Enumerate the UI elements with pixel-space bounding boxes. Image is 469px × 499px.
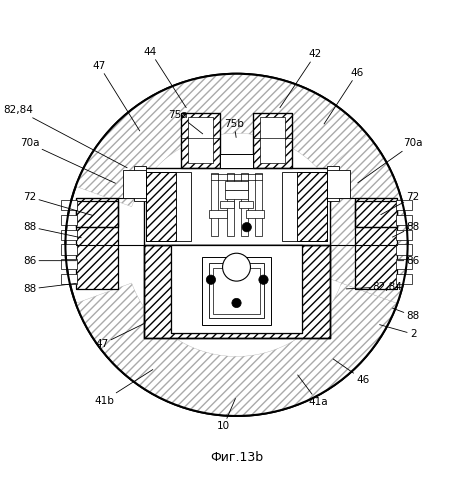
Bar (172, 245, 302, 333)
Bar (396, 274, 412, 284)
Bar (76, 201, 118, 289)
Circle shape (242, 223, 251, 232)
Text: 88: 88 (23, 222, 81, 238)
Circle shape (259, 275, 268, 284)
Bar (213, 268, 260, 314)
Text: 75a: 75a (168, 110, 203, 134)
Bar (209, 263, 265, 318)
Bar (76, 201, 118, 289)
Bar (282, 172, 297, 241)
Bar (181, 113, 220, 168)
Bar (396, 215, 412, 225)
Polygon shape (76, 74, 397, 207)
Bar (220, 154, 253, 168)
Text: 47: 47 (93, 61, 140, 131)
Text: 88: 88 (23, 283, 76, 294)
Bar (134, 166, 146, 201)
Bar (146, 172, 176, 241)
Text: 70a: 70a (358, 139, 423, 183)
Bar (61, 259, 76, 269)
Bar (396, 259, 412, 269)
Text: 41a: 41a (298, 375, 328, 407)
Bar (253, 113, 292, 168)
Bar (327, 166, 339, 201)
Bar (297, 172, 327, 241)
Bar (172, 245, 302, 333)
Bar (355, 199, 397, 227)
Bar (144, 245, 330, 338)
Bar (209, 210, 227, 218)
Bar (239, 201, 253, 208)
Bar (396, 230, 412, 240)
Text: Фиг.13b: Фиг.13b (210, 451, 263, 464)
Bar (220, 201, 234, 208)
Bar (327, 171, 350, 199)
Bar (61, 200, 76, 210)
Circle shape (232, 298, 241, 307)
Bar (260, 117, 285, 164)
Bar (61, 215, 76, 225)
Bar (225, 181, 248, 190)
Bar (396, 200, 412, 210)
Bar (146, 172, 176, 241)
Polygon shape (301, 135, 408, 303)
Bar (61, 274, 76, 284)
Bar (188, 117, 213, 164)
Text: 86: 86 (397, 255, 420, 265)
Bar (225, 190, 248, 199)
Text: 86: 86 (23, 255, 76, 265)
Bar (144, 168, 330, 245)
Circle shape (223, 253, 250, 281)
Bar (355, 201, 397, 289)
Bar (297, 172, 327, 241)
Bar (76, 199, 118, 227)
Bar (355, 201, 397, 289)
Text: 44: 44 (144, 47, 186, 108)
Text: 41b: 41b (94, 370, 153, 406)
Circle shape (65, 74, 408, 416)
Text: 75b: 75b (224, 119, 244, 138)
Bar (246, 210, 265, 218)
Text: 88: 88 (393, 222, 420, 237)
Bar (227, 173, 234, 236)
Text: 47: 47 (95, 323, 146, 349)
Bar (176, 172, 191, 241)
Polygon shape (76, 283, 397, 416)
Bar (253, 113, 292, 168)
Bar (61, 230, 76, 240)
Circle shape (206, 275, 216, 284)
Bar (355, 199, 397, 227)
Text: 2: 2 (379, 325, 416, 339)
Text: 10: 10 (217, 399, 235, 431)
Bar (76, 199, 118, 227)
Bar (396, 245, 412, 254)
Text: 42: 42 (280, 49, 322, 108)
Bar (122, 171, 146, 199)
Text: 46: 46 (324, 68, 364, 124)
Text: 70a: 70a (20, 139, 115, 183)
Bar (144, 245, 330, 338)
Bar (61, 245, 76, 254)
Bar (202, 257, 272, 325)
Text: 46: 46 (333, 359, 370, 385)
Bar (211, 173, 218, 236)
Text: 82,84: 82,84 (346, 282, 402, 292)
Text: 88: 88 (393, 308, 420, 321)
Bar (241, 173, 248, 236)
Text: 82,84: 82,84 (3, 105, 127, 168)
Bar (181, 113, 220, 168)
Text: 72: 72 (381, 192, 420, 215)
Text: 72: 72 (23, 192, 92, 215)
Bar (172, 245, 302, 333)
Bar (255, 173, 262, 236)
